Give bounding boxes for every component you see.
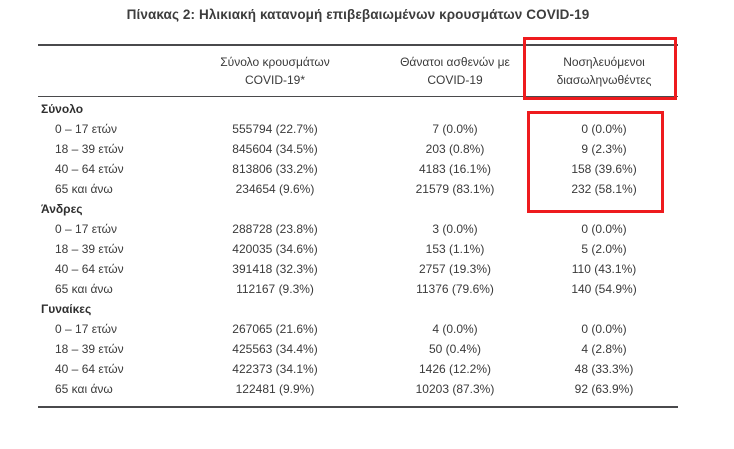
deaths-cell: 2757 (19.3%) <box>418 262 492 276</box>
column-header-line: διασωληνωθέντες <box>556 73 652 87</box>
section-label: Γυναίκες <box>41 302 92 316</box>
deaths-cell: 153 (1.1%) <box>425 242 485 256</box>
intubated-cell: 0 (0.0%) <box>581 222 627 236</box>
total-cases-cell: 288728 (23.8%) <box>232 222 318 236</box>
age-group-cell: 0 – 17 ετών <box>55 122 117 136</box>
intubated-cell: 5 (2.0%) <box>581 242 627 256</box>
column-header-line: Νοσηλευόμενοι <box>563 55 645 69</box>
age-group-cell: 65 και άνω <box>55 382 113 396</box>
section-header-row-0: Σύνολο <box>38 99 678 119</box>
deaths-cell: 10203 (87.3%) <box>415 382 495 396</box>
intubated-cell: 0 (0.0%) <box>581 322 627 336</box>
intubated-cell: 0 (0.0%) <box>581 122 627 136</box>
table-row: 0 – 17 ετών 288728 (23.8%) 3 (0.0%) 0 (0.0%… <box>38 219 678 239</box>
column-header-line: COVID-19* <box>244 73 306 87</box>
total-cases-cell: 425563 (34.4%) <box>232 342 318 356</box>
intubated-cell: 158 (39.6%) <box>571 162 637 176</box>
intubated-cell: 92 (63.9%) <box>574 382 634 396</box>
total-cases-cell: 555794 (22.7%) <box>232 122 318 136</box>
total-cases-cell: 422373 (34.1%) <box>232 362 318 376</box>
age-group-cell: 40 – 64 ετών <box>55 162 124 176</box>
total-cases-cell: 391418 (32.3%) <box>232 262 318 276</box>
intubated-cell: 48 (33.3%) <box>574 362 634 376</box>
deaths-cell: 1426 (12.2%) <box>418 362 492 376</box>
total-cases-cell: 122481 (9.9%) <box>235 382 315 396</box>
table-row: 65 και άνω 112167 (9.3%) 11376 (79.6%) 140 … <box>38 279 678 299</box>
column-header-line: COVID-19 <box>427 73 483 87</box>
total-cases-cell: 813806 (33.2%) <box>232 162 318 176</box>
column-header-total-cases: Σύνολο κρουσμάτων COVID-19* <box>170 53 380 89</box>
table-header-row: Σύνολο κρουσμάτων COVID-19* Θάνατοι ασθε… <box>38 46 678 97</box>
table-title: Πίνακας 2: Ηλικιακή κατανομή επιβεβαιωμέ… <box>126 7 590 22</box>
age-group-cell: 18 – 39 ετών <box>55 242 124 256</box>
deaths-cell: 50 (0.4%) <box>428 342 482 356</box>
table-row: 0 – 17 ετών 555794 (22.7%) 7 (0.0%) 0 (0.0%… <box>38 119 678 139</box>
table-row: 18 – 39 ετών 420035 (34.6%) 153 (1.1%) 5 (2… <box>38 239 678 259</box>
age-group-cell: 0 – 17 ετών <box>55 222 117 236</box>
deaths-cell: 11376 (79.6%) <box>416 282 494 296</box>
table-row: 40 – 64 ετών 813806 (33.2%) 4183 (16.1%) 15… <box>38 159 678 179</box>
age-group-cell: 0 – 17 ετών <box>55 322 117 336</box>
section-header-row-1: Άνδρες <box>38 199 678 219</box>
total-cases-cell: 112167 (9.3%) <box>236 282 314 296</box>
table-row: 65 και άνω 234654 (9.6%) 21579 (83.1%) 232 … <box>38 179 678 199</box>
age-group-cell: 65 και άνω <box>55 182 113 196</box>
column-header-intubated: Νοσηλευόμενοι διασωληνωθέντες <box>530 53 678 89</box>
intubated-cell: 110 (43.1%) <box>571 262 637 276</box>
section-label: Άνδρες <box>41 202 83 216</box>
column-header-line: Σύνολο κρουσμάτων <box>220 55 330 69</box>
intubated-cell: 9 (2.3%) <box>581 142 627 156</box>
table-row: 18 – 39 ετών 425563 (34.4%) 50 (0.4%) 4 (2.… <box>38 339 678 359</box>
age-group-cell: 65 και άνω <box>55 282 113 296</box>
covid-age-distribution-table: Σύνολο κρουσμάτων COVID-19* Θάνατοι ασθε… <box>38 44 678 408</box>
intubated-cell: 232 (58.1%) <box>571 182 637 196</box>
table-row: 18 – 39 ετών 845604 (34.5%) 203 (0.8%) 9 (2… <box>38 139 678 159</box>
deaths-cell: 7 (0.0%) <box>432 122 478 136</box>
deaths-cell: 203 (0.8%) <box>425 142 485 156</box>
column-header-deaths: Θάνατοι ασθενών με COVID-19 <box>380 53 530 89</box>
age-group-cell: 18 – 39 ετών <box>55 342 124 356</box>
deaths-cell: 4 (0.0%) <box>432 322 478 336</box>
total-cases-cell: 420035 (34.6%) <box>232 242 318 256</box>
table-row: 0 – 17 ετών 267065 (21.6%) 4 (0.0%) 0 (0.0%… <box>38 319 678 339</box>
column-header-line: Θάνατοι ασθενών με <box>400 55 510 69</box>
deaths-cell: 4183 (16.1%) <box>418 162 492 176</box>
total-cases-cell: 234654 (9.6%) <box>235 182 315 196</box>
table-body: Σύνολο 0 – 17 ετών 555794 (22.7%) 7 (0.0%) 0… <box>38 97 678 406</box>
age-group-cell: 40 – 64 ετών <box>55 362 124 376</box>
age-group-cell: 18 – 39 ετών <box>55 142 124 156</box>
table-row: 40 – 64 ετών 391418 (32.3%) 2757 (19.3%) 11… <box>38 259 678 279</box>
table-row: 40 – 64 ετών 422373 (34.1%) 1426 (12.2%) 48… <box>38 359 678 379</box>
deaths-cell: 21579 (83.1%) <box>415 182 495 196</box>
section-header-row-2: Γυναίκες <box>38 299 678 319</box>
section-label: Σύνολο <box>41 102 84 116</box>
deaths-cell: 3 (0.0%) <box>432 222 478 236</box>
table-row: 65 και άνω 122481 (9.9%) 10203 (87.3%) 92 (… <box>38 379 678 399</box>
total-cases-cell: 845604 (34.5%) <box>232 142 318 156</box>
intubated-cell: 4 (2.8%) <box>581 342 627 356</box>
intubated-cell: 140 (54.9%) <box>571 282 637 296</box>
age-group-cell: 40 – 64 ετών <box>55 262 124 276</box>
total-cases-cell: 267065 (21.6%) <box>232 322 318 336</box>
